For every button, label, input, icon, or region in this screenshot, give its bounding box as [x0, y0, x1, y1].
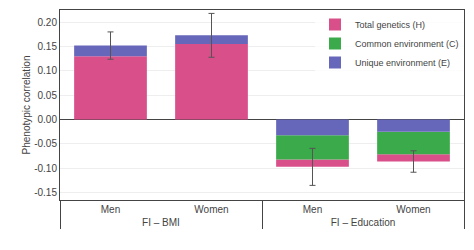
- svg-text:-0.10: -0.10: [34, 163, 57, 174]
- svg-text:Men: Men: [101, 204, 120, 215]
- svg-text:0.00: 0.00: [38, 114, 58, 125]
- svg-text:FI – BMI: FI – BMI: [142, 217, 180, 228]
- svg-text:0.10: 0.10: [38, 65, 58, 76]
- svg-text:Unique environment (E): Unique environment (E): [355, 58, 450, 68]
- svg-text:-0.15: -0.15: [34, 187, 57, 198]
- svg-text:Women: Women: [194, 204, 228, 215]
- svg-text:Common environment (C): Common environment (C): [355, 39, 459, 49]
- svg-text:FI – Education: FI – Education: [331, 217, 395, 228]
- svg-text:Men: Men: [303, 204, 322, 215]
- svg-text:Phenotypic correlation: Phenotypic correlation: [21, 56, 32, 155]
- svg-text:0.20: 0.20: [38, 17, 58, 28]
- svg-text:0.15: 0.15: [38, 41, 58, 52]
- svg-text:-0.05: -0.05: [34, 138, 57, 149]
- svg-text:Women: Women: [396, 204, 430, 215]
- svg-text:0.05: 0.05: [38, 90, 58, 101]
- svg-text:Total genetics (H): Total genetics (H): [355, 20, 425, 30]
